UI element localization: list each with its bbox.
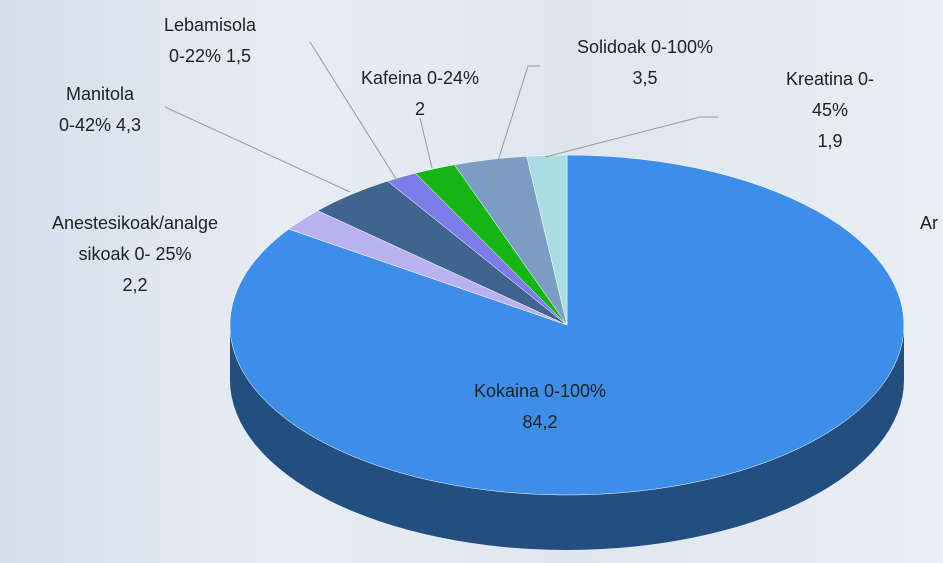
leader-line — [309, 41, 399, 183]
slice-label: Anestesikoak/analge sikoak 0- 25% 2,2 — [52, 208, 218, 301]
slice-label: Kreatina 0-45% 1,9 — [774, 64, 887, 157]
category-label: Kokaina 0-100% — [473, 381, 607, 401]
value-label: 1,9 — [817, 131, 843, 151]
category-label: Lebamisola 0-22% — [163, 15, 257, 66]
category-label: Kreatina 0-45% — [785, 69, 875, 120]
pie-side — [230, 325, 904, 550]
slice-label: Kokaina 0-100% 84,2 — [474, 376, 606, 438]
slice-label: Solidoak 0-100% 3,5 — [577, 32, 713, 94]
pie-slice — [526, 154, 568, 326]
slice-label: Lebamisola 0-22% 1,5 — [164, 10, 256, 72]
category-label: Solidoak 0-100% — [576, 37, 714, 57]
leader-line — [419, 117, 433, 169]
category-label: Anestesikoak/analge sikoak 0- 25% — [51, 213, 219, 264]
slice-label: Kafeina 0-24% 2 — [361, 63, 479, 125]
value-label: 4,3 — [116, 115, 142, 135]
leader-line — [489, 65, 540, 187]
category-label: Manitola 0-42% — [58, 84, 135, 135]
category-label: Kafeina 0-24% — [360, 68, 480, 88]
value-label: 84,2 — [522, 412, 558, 432]
leader-line — [544, 116, 718, 158]
value-label: 2,2 — [122, 275, 148, 295]
value-label: 2 — [414, 99, 425, 119]
leader-line — [164, 106, 351, 193]
value-label: 1,5 — [226, 46, 252, 66]
value-label: 3,5 — [632, 68, 658, 88]
annotation: Ar — [920, 213, 938, 233]
slice-label: Manitola 0-42% 4,3 — [59, 79, 141, 141]
